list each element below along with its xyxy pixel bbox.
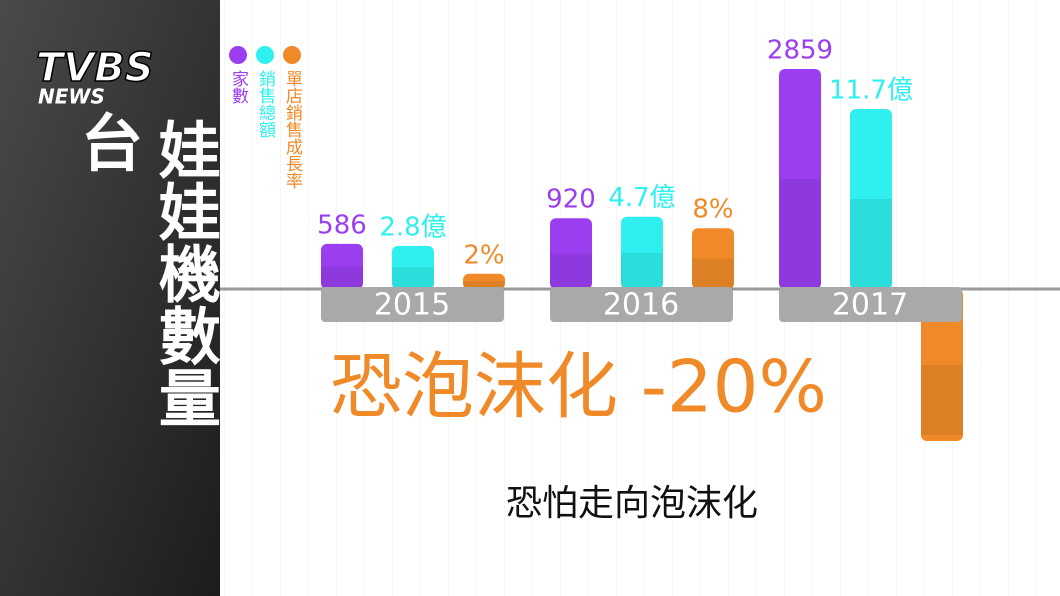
bar [779, 69, 821, 289]
x-tick-label: 2017 [832, 288, 908, 323]
bar-shade [921, 365, 963, 435]
x-tick-label: 2015 [374, 288, 450, 323]
bar [921, 289, 963, 441]
chart: 家數 銷售總額 單店銷售成長率 586 920 2859 2.8億 4.7億 11.7億 2% 8%… [228, 36, 963, 441]
year-box [779, 287, 962, 322]
bar [850, 109, 892, 289]
logo-main: TVBS [36, 45, 154, 91]
bar [321, 243, 363, 289]
legend-dot [256, 46, 274, 64]
bar-shade [463, 281, 505, 289]
title: 娃娃機數量 [148, 118, 221, 428]
year-box [550, 287, 733, 322]
legend-dot [283, 46, 301, 64]
side-panel [0, 0, 220, 596]
bar [550, 218, 592, 289]
title-lead: 台 [81, 107, 143, 180]
bar [392, 245, 434, 289]
bar-shade [550, 253, 592, 289]
bar-shade [392, 267, 434, 289]
value-label: 586 [317, 210, 367, 240]
value-label: 4.7億 [608, 183, 675, 213]
legend-label: 單店銷售成長率 [282, 70, 303, 189]
bar-shade [321, 266, 363, 289]
value-label: 8% [692, 195, 733, 225]
bar [463, 273, 505, 289]
caption: 恐怕走向泡沫化 [506, 483, 758, 524]
bar-shade [850, 199, 892, 289]
x-tick-label: 2016 [603, 288, 679, 323]
bar-shade [621, 252, 663, 289]
legend-label: 銷售總額 [255, 70, 276, 138]
value-label: 2.8億 [379, 212, 446, 242]
bar [692, 228, 734, 289]
legend-dot [229, 46, 247, 64]
bar [621, 216, 663, 289]
bar-shade [692, 258, 734, 289]
annotation: 恐泡沫化 -20% [330, 345, 827, 429]
value-label: 920 [546, 185, 596, 215]
year-box [321, 287, 504, 322]
value-label: 2859 [767, 36, 833, 66]
value-label: 11.7億 [829, 76, 913, 106]
legend-label: 家數 [228, 70, 249, 104]
logo-sub: NEWS [38, 85, 105, 109]
value-label: 2% [463, 240, 504, 270]
bar-shade [779, 179, 821, 289]
